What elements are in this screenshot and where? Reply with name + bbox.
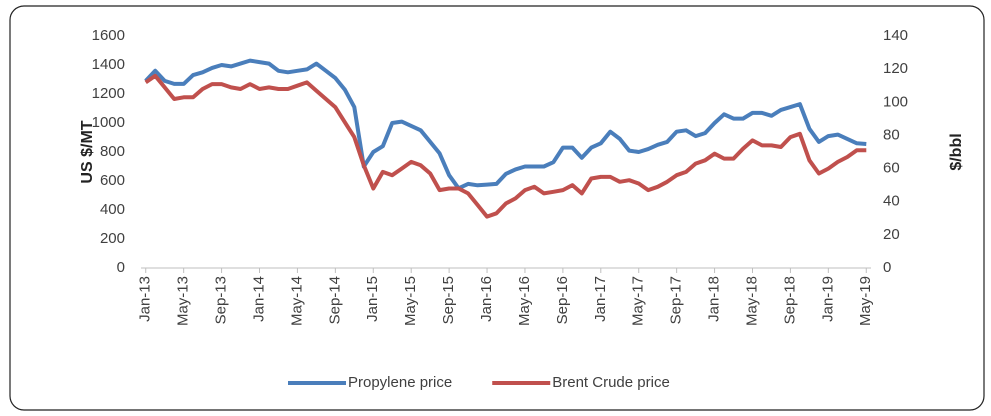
x-tick-label: Sep-14 bbox=[326, 276, 343, 324]
y2-tick-label: 60 bbox=[883, 160, 900, 177]
y-tick-label: 400 bbox=[100, 201, 125, 218]
y2-tick-label: 120 bbox=[883, 60, 908, 77]
y-tick-label: 1600 bbox=[92, 27, 125, 44]
x-tick-label: May-17 bbox=[630, 276, 647, 326]
x-tick-label: Sep-18 bbox=[781, 276, 798, 324]
legend-label: Propylene price bbox=[348, 374, 452, 391]
y-tick-label: 600 bbox=[100, 172, 125, 189]
x-tick-label: Sep-15 bbox=[440, 276, 457, 324]
y-axis-title: US $/MT bbox=[79, 120, 96, 183]
x-tick-label: May-14 bbox=[288, 276, 305, 326]
x-tick-label: Jan-18 bbox=[706, 276, 723, 322]
x-tick-label: May-18 bbox=[743, 276, 760, 326]
y-tick-label: 800 bbox=[100, 143, 125, 160]
x-tick-label: May-19 bbox=[857, 276, 874, 326]
series-line bbox=[144, 58, 867, 191]
y2-tick-label: 20 bbox=[883, 226, 900, 243]
y-tick-label: 200 bbox=[100, 230, 125, 247]
x-tick-label: May-15 bbox=[402, 276, 419, 326]
x-tick-label: Jan-13 bbox=[137, 276, 154, 322]
y2-axis-title: $/bbl bbox=[948, 133, 965, 170]
chart-frame bbox=[9, 5, 985, 411]
y2-tick-label: 100 bbox=[883, 93, 908, 110]
legend-label: Brent Crude price bbox=[552, 374, 670, 391]
x-tick-label: Jan-14 bbox=[250, 276, 267, 322]
x-tick-label: Jan-16 bbox=[478, 276, 495, 322]
x-tick-label: Jan-19 bbox=[819, 276, 836, 322]
y2-tick-label: 80 bbox=[883, 126, 900, 143]
y-tick-label: 1400 bbox=[92, 56, 125, 73]
y-tick-label: 0 bbox=[117, 259, 125, 276]
y-tick-label: 1200 bbox=[92, 85, 125, 102]
x-tick-label: May-13 bbox=[175, 276, 192, 326]
x-tick-label: Jan-15 bbox=[364, 276, 381, 322]
y2-tick-label: 140 bbox=[883, 27, 908, 44]
x-tick-label: Jan-17 bbox=[592, 276, 609, 322]
y2-tick-label: 0 bbox=[883, 259, 891, 276]
x-tick-label: Sep-16 bbox=[554, 276, 571, 324]
x-tick-label: Sep-13 bbox=[213, 276, 230, 324]
x-tick-label: Sep-17 bbox=[668, 276, 685, 324]
series-line bbox=[144, 73, 867, 219]
x-tick-label: May-16 bbox=[516, 276, 533, 326]
y-tick-label: 1000 bbox=[92, 114, 125, 131]
y2-tick-label: 40 bbox=[883, 193, 900, 210]
